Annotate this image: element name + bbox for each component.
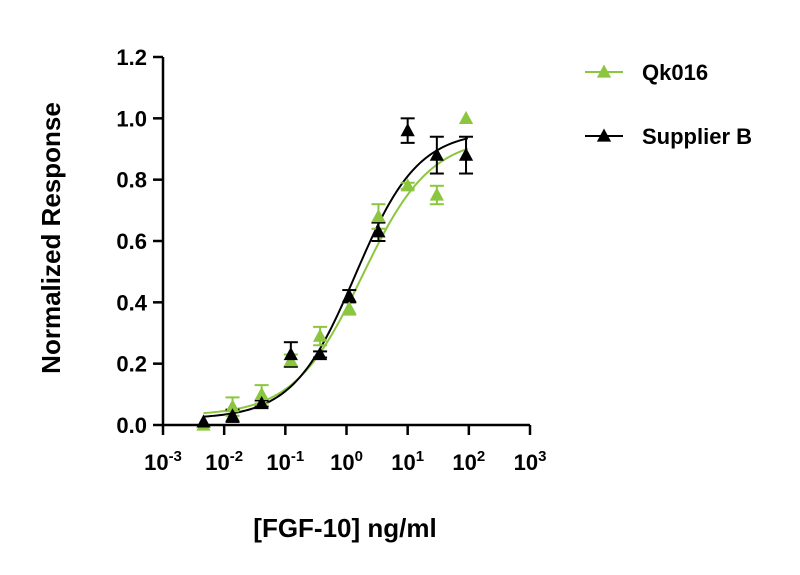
y-tick-label: 0.0 xyxy=(116,413,147,438)
legend: Qk016 Supplier B xyxy=(585,60,752,149)
data-point-supplier-b xyxy=(371,224,386,238)
x-tick-label: 10-3 xyxy=(144,448,182,475)
data-markers xyxy=(196,110,474,431)
x-axis-title: [FGF-10] ng/ml xyxy=(253,513,436,543)
data-point-supplier-b xyxy=(254,396,269,410)
data-point-qk016 xyxy=(400,178,415,192)
x-tick-label: 100 xyxy=(330,448,363,475)
x-tick-label: 103 xyxy=(514,448,547,475)
legend-label-qk016: Qk016 xyxy=(642,60,708,85)
x-axis: 10-3 10-2 10-1 100 101 102 103 xyxy=(144,423,547,475)
y-tick-label: 0.8 xyxy=(116,168,147,193)
data-point-qk016 xyxy=(458,110,474,124)
data-point-supplier-b xyxy=(283,346,298,361)
legend-marker-supplier-b xyxy=(596,128,612,142)
x-tick-label: 10-2 xyxy=(205,448,243,475)
y-tick-label: 0.6 xyxy=(116,229,147,254)
x-tick-label: 101 xyxy=(391,448,424,475)
error-bars xyxy=(225,117,474,423)
data-point-qk016 xyxy=(312,328,328,342)
y-axis: 0.0 0.2 0.4 0.6 0.8 1.0 1.2 xyxy=(116,45,165,438)
y-tick-label: 0.2 xyxy=(116,352,147,377)
x-tick-label: 10-1 xyxy=(266,448,304,475)
data-point-qk016 xyxy=(225,399,240,413)
data-point-supplier-b xyxy=(342,288,357,302)
y-tick-label: 1.2 xyxy=(116,45,147,70)
y-tick-label: 1.0 xyxy=(116,106,147,131)
data-point-qk016 xyxy=(342,300,357,315)
y-tick-label: 0.4 xyxy=(116,290,147,315)
data-point-qk016 xyxy=(429,187,444,201)
data-point-supplier-b xyxy=(458,147,474,161)
fit-curve-supplier-b xyxy=(203,137,469,418)
data-point-qk016 xyxy=(371,208,386,223)
legend-label-supplier-b: Supplier B xyxy=(642,124,752,149)
data-point-supplier-b xyxy=(400,123,415,137)
y-axis-title: Normalized Response xyxy=(36,102,66,374)
legend-marker-qk016 xyxy=(596,64,612,78)
data-point-supplier-b xyxy=(225,408,240,422)
data-point-supplier-b xyxy=(196,414,211,428)
data-point-supplier-b xyxy=(312,346,328,361)
x-tick-label: 102 xyxy=(452,448,485,475)
data-point-qk016 xyxy=(254,386,269,400)
fit-curve-qk016 xyxy=(203,147,469,415)
fit-curves xyxy=(203,137,469,418)
data-point-supplier-b xyxy=(429,147,444,161)
